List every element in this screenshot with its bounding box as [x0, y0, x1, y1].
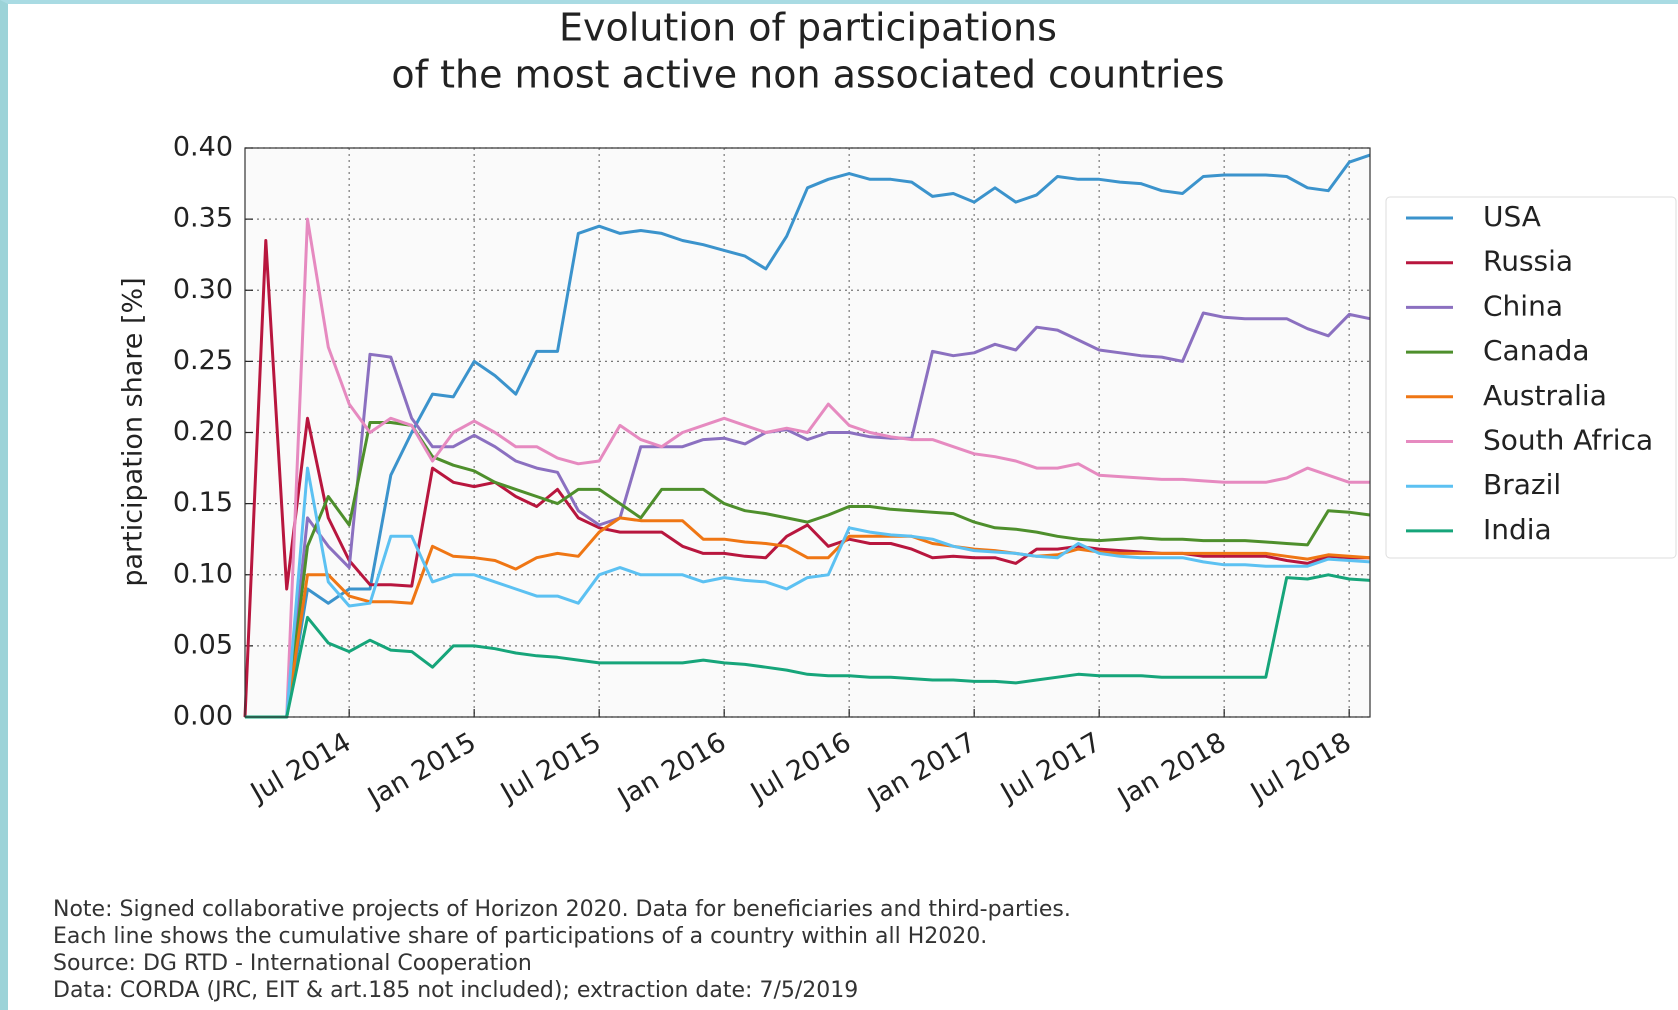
x-tick-label: Jul 2018	[1244, 727, 1356, 810]
x-tick-label: Jul 2016	[744, 727, 856, 810]
y-tick-label: 0.40	[173, 132, 233, 163]
y-tick-label: 0.20	[173, 416, 233, 447]
series-line	[245, 217, 1370, 719]
x-tick-label: Jan 2017	[861, 727, 981, 814]
y-tick-label: 0.30	[173, 274, 233, 305]
y-tick-label: 0.00	[173, 701, 233, 732]
note: Data: CORDA (JRC, EIT & art.185 not incl…	[53, 978, 858, 1003]
legend-label: USA	[1483, 200, 1541, 233]
y-tick-label: 0.25	[173, 345, 233, 376]
legend-label: India	[1483, 513, 1552, 546]
legend-label: China	[1483, 289, 1563, 322]
x-tick-label: Jan 2015	[361, 727, 481, 814]
y-tick-label: 0.35	[173, 203, 233, 234]
legend-box	[1385, 196, 1677, 559]
x-tick-label: Jul 2017	[994, 727, 1106, 810]
series-line	[245, 153, 1371, 719]
note: Each line shows the cumulative share of …	[53, 924, 987, 949]
y-axis-label: participation share [%]	[118, 277, 149, 586]
legend-label: Canada	[1483, 334, 1590, 367]
plot-frame	[244, 147, 1371, 718]
legend-label: Russia	[1483, 245, 1573, 278]
legend-label: Australia	[1483, 379, 1607, 412]
series-line	[245, 311, 1371, 719]
x-tick-label: Jan 2018	[1111, 727, 1231, 814]
x-tick-label: Jan 2016	[611, 727, 731, 814]
y-tick-label: 0.05	[173, 629, 233, 660]
legend-label: South Africa	[1483, 424, 1653, 457]
note: Note: Signed collaborative projects of H…	[53, 897, 1071, 922]
legend-label: Brazil	[1483, 468, 1561, 501]
series-line	[245, 421, 1371, 719]
series-line	[245, 516, 1371, 719]
x-tick-label: Jul 2015	[494, 727, 606, 810]
chart-title: of the most active non associated countr…	[391, 53, 1224, 97]
x-tick-label: Jul 2014	[244, 727, 356, 810]
note: Source: DG RTD - International Cooperati…	[53, 951, 532, 976]
series-line	[245, 466, 1371, 719]
y-tick-label: 0.15	[173, 487, 233, 518]
chart-title: Evolution of participations	[559, 6, 1057, 50]
series-line	[245, 573, 1371, 719]
y-tick-label: 0.10	[173, 558, 233, 589]
